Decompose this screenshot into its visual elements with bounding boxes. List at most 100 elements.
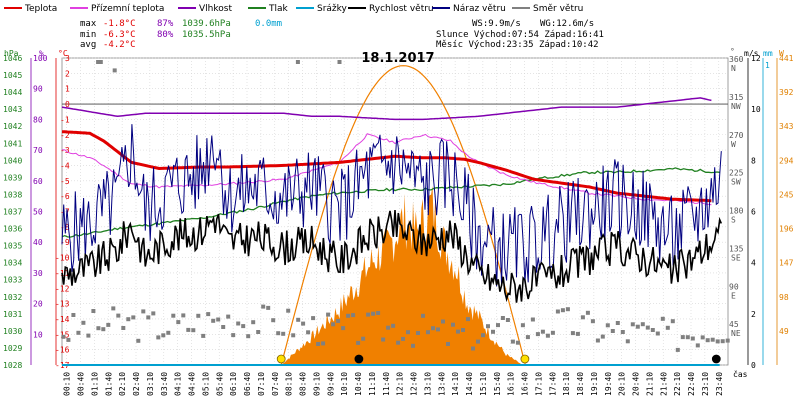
tick-label-hpa: 1040 bbox=[3, 156, 22, 165]
direction-point bbox=[510, 339, 515, 344]
tick-label-wind: 4 bbox=[751, 259, 756, 268]
direction-point bbox=[610, 329, 615, 333]
tick-label-humidity: 80 bbox=[33, 115, 43, 124]
x-tick-label: 20:10 bbox=[618, 372, 627, 396]
direction-point bbox=[356, 340, 361, 345]
direction-point bbox=[600, 334, 605, 339]
x-tick-label: 14:40 bbox=[465, 372, 474, 396]
direction-point bbox=[316, 342, 321, 346]
direction-point bbox=[500, 316, 505, 320]
x-tick-label: 01:40 bbox=[104, 372, 113, 396]
direction-point bbox=[301, 321, 306, 326]
legend-entry: Směr větru bbox=[512, 4, 583, 14]
direction-point bbox=[560, 308, 565, 313]
direction-point bbox=[146, 315, 151, 320]
direction-point bbox=[675, 347, 680, 352]
x-tick-label: 12:10 bbox=[396, 372, 405, 396]
x-tick-label: 04:40 bbox=[188, 372, 197, 396]
tick-label-temp: -7 bbox=[60, 208, 70, 217]
x-tick-label: 21:40 bbox=[659, 372, 668, 396]
tick-label-humidity: 100 bbox=[33, 54, 48, 63]
tick-label-radiation: 343 bbox=[779, 122, 794, 131]
direction-point bbox=[595, 338, 600, 343]
direction-point bbox=[421, 313, 425, 318]
direction-point bbox=[166, 330, 171, 335]
tick-label-temp: -14 bbox=[55, 315, 70, 324]
direction-point bbox=[545, 333, 550, 338]
tick-label-wind: 6 bbox=[751, 208, 756, 217]
direction-point bbox=[71, 313, 76, 317]
axis-unit-rain: mm bbox=[763, 49, 773, 58]
direction-point bbox=[396, 340, 401, 345]
direction-point bbox=[461, 328, 465, 332]
x-tick-label: 15:40 bbox=[493, 372, 502, 396]
tick-label-hpa: 1038 bbox=[3, 190, 22, 199]
tick-label-radiation: 147 bbox=[779, 259, 794, 268]
x-tick-label: 22:40 bbox=[687, 372, 696, 396]
legend-label: Srážky bbox=[317, 4, 348, 14]
direction-point bbox=[201, 333, 206, 338]
tick-label-direction: 45 bbox=[729, 320, 739, 329]
direction-point bbox=[246, 334, 251, 339]
x-tick-label: 03:40 bbox=[160, 372, 169, 396]
tick-label-hpa: 1032 bbox=[3, 293, 22, 302]
series-radiation-area bbox=[281, 186, 523, 365]
tick-label-radiation: 245 bbox=[779, 190, 794, 199]
direction-point bbox=[575, 331, 580, 336]
stat-temp: -1.8°C bbox=[103, 19, 136, 29]
x-tick-label: 17:10 bbox=[534, 372, 543, 396]
x-tick-label: 23:10 bbox=[701, 372, 710, 396]
sunrise-marker bbox=[276, 354, 286, 364]
x-tick-label: 18:10 bbox=[562, 372, 571, 396]
direction-point bbox=[441, 319, 445, 324]
tick-label-temp: -6 bbox=[60, 192, 70, 201]
x-tick-label: 07:10 bbox=[257, 372, 266, 396]
direction-point bbox=[436, 327, 440, 332]
direction-point bbox=[456, 329, 460, 334]
direction-point bbox=[216, 317, 221, 322]
direction-point bbox=[615, 321, 620, 325]
direction-point bbox=[505, 318, 510, 322]
stat-wind-speed: WS:9.9m/s bbox=[472, 19, 521, 29]
direction-point bbox=[451, 322, 455, 327]
x-tick-label: 11:40 bbox=[382, 372, 391, 396]
axis-unit-wind: m/s bbox=[744, 49, 759, 58]
direction-point bbox=[266, 305, 271, 310]
stat-humidity: 80% bbox=[157, 30, 174, 40]
direction-point bbox=[276, 331, 281, 336]
legend-label: Přízemní teplota bbox=[91, 4, 164, 14]
direction-point bbox=[331, 322, 336, 327]
tick-label-temp: -16 bbox=[55, 346, 70, 355]
tick-label-hpa: 1043 bbox=[3, 105, 22, 114]
direction-point bbox=[466, 317, 470, 322]
axis-unit-direction: ° bbox=[730, 47, 735, 56]
x-tick-label: 22:10 bbox=[673, 372, 682, 396]
x-tick-label: 01:10 bbox=[90, 372, 99, 396]
direction-point bbox=[171, 313, 176, 318]
direction-point bbox=[256, 330, 261, 334]
tick-label-direction: 90 bbox=[729, 282, 739, 291]
x-tick-label: 21:10 bbox=[645, 372, 654, 396]
x-tick-label: 03:10 bbox=[146, 372, 155, 396]
tick-label-direction-compass: S bbox=[731, 216, 736, 225]
x-axis-label: čas bbox=[733, 369, 748, 379]
direction-point bbox=[725, 338, 730, 343]
direction-point bbox=[96, 326, 101, 331]
tick-label-temp: -9 bbox=[60, 238, 70, 247]
direction-point bbox=[98, 60, 103, 64]
x-tick-label: 09:10 bbox=[312, 372, 321, 396]
x-tick-label: 11:10 bbox=[368, 372, 377, 396]
legend-entry: Přízemní teplota bbox=[70, 4, 164, 14]
direction-point bbox=[111, 306, 116, 311]
legend-entry: Teplota bbox=[4, 4, 57, 14]
moonrise-marker bbox=[711, 354, 721, 364]
series-sun-arc bbox=[280, 65, 526, 366]
direction-point bbox=[530, 317, 535, 322]
direction-point bbox=[555, 309, 560, 314]
direction-point bbox=[206, 312, 211, 317]
tick-label-radiation: 49 bbox=[779, 327, 789, 336]
tick-label-hpa: 1037 bbox=[3, 208, 22, 217]
direction-point bbox=[336, 319, 341, 323]
direction-point bbox=[426, 330, 430, 335]
tick-label-temp: 1 bbox=[65, 85, 70, 94]
